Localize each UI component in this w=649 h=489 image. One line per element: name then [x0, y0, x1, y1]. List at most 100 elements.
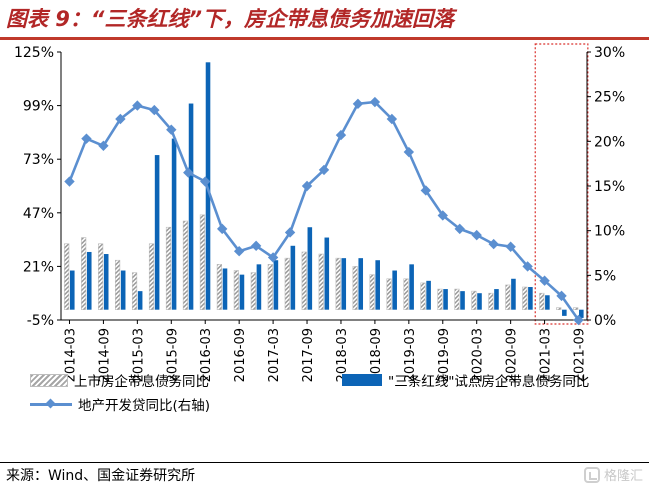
dev-loan-marker	[454, 223, 465, 235]
dev-loan-marker	[267, 252, 279, 263]
line-diamond-swatch	[30, 398, 72, 410]
bar-pilot-firms	[69, 270, 75, 310]
dev-loan-marker	[166, 124, 177, 135]
dev-loan-marker	[183, 167, 194, 178]
bar-pilot-firms	[545, 295, 550, 310]
x-tick-label: 2018-03	[335, 328, 350, 382]
bar-listed-firms	[98, 243, 104, 310]
bar-listed-firms	[437, 288, 443, 310]
bar-listed-firms	[369, 274, 375, 310]
bars-layer	[64, 62, 584, 318]
x-tick-label: 2014-09	[97, 328, 112, 382]
bar-pilot-firms	[460, 291, 465, 310]
bar-listed-firms	[488, 292, 494, 310]
bar-pilot-firms	[222, 268, 228, 310]
bar-listed-firms	[165, 226, 172, 310]
x-tick-label: 2021-09	[573, 328, 588, 382]
right-tick-label: 30%	[594, 45, 625, 61]
grid-layer	[534, 43, 589, 325]
bar-listed-firms	[335, 257, 341, 310]
x-tick-label: 2017-03	[267, 328, 282, 382]
dev-loan-marker	[488, 238, 499, 250]
bar-listed-firms	[573, 307, 579, 310]
chart: -5% 21% 47% 73% 99% 125% 0% 5% 10% 15% 20% 25% 30% 20…	[14, 43, 625, 382]
bar-listed-firms	[352, 266, 358, 310]
x-tick-label: 2016-09	[233, 328, 248, 382]
left-tick-label: -5%	[27, 313, 54, 329]
axes-layer	[57, 51, 591, 324]
dev-loan-marker	[335, 129, 347, 141]
dev-loan-marker	[556, 290, 567, 302]
right-tick-label: 20%	[594, 134, 625, 150]
x-tick-label: 2020-03	[471, 328, 486, 382]
left-tick-label: 21%	[23, 259, 54, 275]
bar-listed-firms	[318, 253, 324, 310]
line-layer	[64, 96, 584, 326]
bar-pilot-firms	[511, 278, 516, 310]
dev-loan-marker	[369, 96, 381, 108]
legend-dev-loans: 地产开发贷同比(右轴)	[30, 394, 210, 414]
bar-listed-firms	[267, 264, 273, 310]
dev-loan-marker	[573, 314, 584, 326]
dev-loan-marker	[149, 104, 160, 116]
dev-loan-marker	[132, 100, 143, 111]
watermark-logo-icon	[583, 466, 600, 483]
bar-pilot-firms	[120, 270, 126, 310]
bar-listed-firms	[284, 257, 290, 310]
dev-loan-marker	[420, 185, 432, 196]
ticks-layer: -5% 21% 47% 73% 99% 125% 0% 5% 10% 15% 20% 25% 30% 20…	[14, 45, 625, 382]
dev-loan-marker	[115, 113, 126, 125]
legend-line-label: 地产开发贷同比(右轴)	[78, 398, 211, 414]
bar-pilot-firms	[188, 103, 194, 310]
bar-listed-firms	[556, 307, 562, 310]
x-tick-label: 2019-09	[437, 328, 452, 382]
watermark-text: 格隆汇	[603, 469, 643, 484]
bar-listed-firms	[216, 264, 222, 310]
right-tick-label: 0%	[594, 313, 616, 329]
dev-loan-marker	[200, 176, 211, 187]
bar-listed-firms	[505, 284, 511, 310]
dev-loan-marker	[318, 164, 330, 176]
bar-listed-firms	[148, 243, 155, 310]
dev-loan-marker	[216, 223, 228, 235]
dev-loan-marker	[64, 176, 75, 187]
bar-pilot-firms	[256, 264, 262, 310]
left-tick-label: 73%	[23, 152, 54, 168]
bar-listed-firms	[199, 214, 206, 310]
bar-listed-firms	[81, 237, 87, 310]
bar-listed-firms	[301, 251, 307, 310]
bar-listed-firms	[64, 243, 70, 310]
x-tick-label: 2018-09	[369, 328, 384, 382]
x-tick-label: 2015-09	[165, 328, 180, 382]
dev-loan-marker	[403, 146, 415, 158]
legend-listed-label: 上市房企带息债务同比	[74, 374, 209, 390]
bar-pilot-firms	[562, 309, 567, 316]
bar-pilot-firms	[137, 291, 143, 310]
bar-pilot-firms	[86, 251, 92, 310]
bar-pilot-firms	[171, 138, 177, 310]
bar-pilot-firms	[579, 309, 584, 318]
bar-pilot-firms	[392, 270, 397, 310]
bar-listed-firms	[420, 282, 426, 310]
dev-loan-marker	[284, 227, 296, 238]
bar-pilot-firms	[341, 258, 347, 310]
dev-loan-marker	[539, 275, 550, 286]
highlight-box	[534, 43, 589, 325]
watermark: 格隆汇	[583, 465, 643, 484]
bar-pilot-firms	[375, 260, 380, 310]
bar-listed-firms	[471, 290, 477, 310]
x-tick-label: 2017-09	[301, 328, 316, 382]
bar-listed-firms	[131, 272, 138, 310]
x-tick-label: 2015-03	[131, 328, 146, 382]
bar-listed-firms	[386, 278, 392, 310]
dev-loan-marker	[250, 240, 262, 252]
x-tick-label: 2016-03	[199, 328, 214, 382]
footer-divider	[0, 462, 649, 463]
dev-loan-marker	[352, 98, 364, 110]
bar-listed-firms	[454, 288, 460, 310]
bar-pilot-firms	[443, 289, 448, 310]
x-tick-label: 2014-03	[63, 328, 78, 382]
bar-pilot-firms	[239, 274, 245, 310]
dev-loan-line	[68, 100, 580, 321]
x-tick-label: 2020-09	[505, 328, 520, 382]
